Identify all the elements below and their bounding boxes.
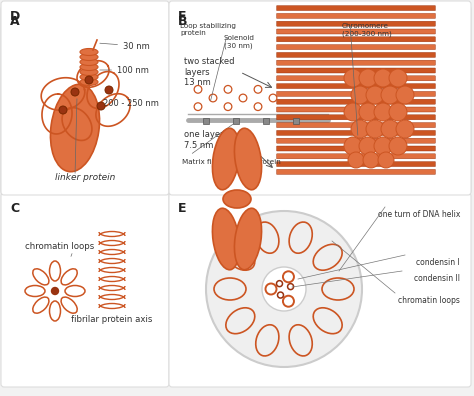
Text: one turn of DNA helix: one turn of DNA helix bbox=[378, 210, 460, 219]
Ellipse shape bbox=[235, 208, 262, 270]
Circle shape bbox=[389, 69, 407, 87]
FancyBboxPatch shape bbox=[277, 107, 436, 112]
Circle shape bbox=[348, 152, 364, 168]
Circle shape bbox=[344, 69, 362, 87]
Bar bbox=[203, 118, 209, 124]
Circle shape bbox=[381, 86, 399, 104]
Ellipse shape bbox=[212, 208, 239, 270]
Circle shape bbox=[262, 267, 306, 311]
Text: two stacked
layers
13 nm: two stacked layers 13 nm bbox=[184, 57, 235, 87]
FancyBboxPatch shape bbox=[169, 1, 471, 195]
Text: condensin II: condensin II bbox=[414, 274, 460, 283]
FancyBboxPatch shape bbox=[277, 162, 436, 167]
Ellipse shape bbox=[223, 190, 251, 208]
Circle shape bbox=[378, 152, 394, 168]
FancyBboxPatch shape bbox=[277, 130, 436, 135]
Text: one layer
7.5 nm: one layer 7.5 nm bbox=[184, 130, 224, 150]
Ellipse shape bbox=[80, 69, 98, 76]
FancyBboxPatch shape bbox=[277, 138, 436, 143]
Circle shape bbox=[344, 137, 362, 155]
FancyBboxPatch shape bbox=[169, 6, 471, 194]
Bar bbox=[293, 118, 299, 124]
Circle shape bbox=[363, 152, 379, 168]
FancyBboxPatch shape bbox=[277, 13, 436, 18]
Circle shape bbox=[85, 76, 93, 84]
FancyBboxPatch shape bbox=[169, 193, 471, 387]
Text: 30 nm: 30 nm bbox=[100, 42, 150, 51]
Circle shape bbox=[351, 120, 369, 138]
Circle shape bbox=[374, 103, 392, 121]
Bar bbox=[263, 118, 269, 124]
Ellipse shape bbox=[235, 128, 262, 190]
Ellipse shape bbox=[80, 78, 98, 86]
FancyBboxPatch shape bbox=[277, 169, 436, 174]
FancyBboxPatch shape bbox=[1, 1, 169, 195]
Circle shape bbox=[389, 103, 407, 121]
Text: D: D bbox=[10, 10, 20, 23]
FancyBboxPatch shape bbox=[277, 76, 436, 81]
Text: 100 nm: 100 nm bbox=[100, 65, 149, 74]
FancyBboxPatch shape bbox=[1, 193, 169, 387]
Circle shape bbox=[351, 86, 369, 104]
Circle shape bbox=[396, 120, 414, 138]
Text: Solenoid
(30 nm): Solenoid (30 nm) bbox=[224, 35, 255, 48]
FancyBboxPatch shape bbox=[277, 68, 436, 73]
Text: C: C bbox=[10, 202, 19, 215]
Bar bbox=[233, 118, 239, 124]
FancyBboxPatch shape bbox=[277, 123, 436, 128]
Circle shape bbox=[71, 88, 79, 96]
Circle shape bbox=[389, 137, 407, 155]
Circle shape bbox=[374, 137, 392, 155]
Circle shape bbox=[344, 103, 362, 121]
Circle shape bbox=[374, 69, 392, 87]
Circle shape bbox=[97, 102, 105, 110]
Ellipse shape bbox=[80, 74, 98, 80]
Text: 200 - 250 nm: 200 - 250 nm bbox=[99, 99, 159, 108]
FancyBboxPatch shape bbox=[277, 29, 436, 34]
Text: chromatin loops: chromatin loops bbox=[398, 296, 460, 305]
Circle shape bbox=[359, 103, 377, 121]
Text: Chromomere
(200-300 nm): Chromomere (200-300 nm) bbox=[342, 23, 392, 36]
FancyBboxPatch shape bbox=[277, 91, 436, 96]
Circle shape bbox=[381, 120, 399, 138]
Text: E: E bbox=[178, 202, 186, 215]
Circle shape bbox=[366, 120, 384, 138]
FancyBboxPatch shape bbox=[277, 84, 436, 89]
Ellipse shape bbox=[80, 63, 98, 70]
Text: Loop stabilizing
protein: Loop stabilizing protein bbox=[180, 23, 236, 36]
Circle shape bbox=[52, 287, 58, 295]
FancyBboxPatch shape bbox=[277, 99, 436, 104]
Circle shape bbox=[105, 86, 113, 94]
Text: condensin I: condensin I bbox=[416, 258, 460, 267]
Ellipse shape bbox=[212, 128, 239, 190]
Text: B: B bbox=[178, 15, 188, 28]
Circle shape bbox=[206, 211, 362, 367]
Circle shape bbox=[396, 86, 414, 104]
FancyBboxPatch shape bbox=[277, 115, 436, 120]
Ellipse shape bbox=[80, 48, 98, 55]
Text: fibrilar protein axis: fibrilar protein axis bbox=[71, 315, 153, 324]
Circle shape bbox=[366, 86, 384, 104]
Text: linker protein: linker protein bbox=[55, 173, 115, 182]
FancyBboxPatch shape bbox=[277, 154, 436, 159]
FancyBboxPatch shape bbox=[277, 37, 436, 42]
Circle shape bbox=[359, 137, 377, 155]
FancyBboxPatch shape bbox=[277, 146, 436, 151]
FancyBboxPatch shape bbox=[277, 45, 436, 50]
Text: A: A bbox=[10, 15, 19, 28]
Text: F: F bbox=[178, 10, 186, 23]
Circle shape bbox=[359, 69, 377, 87]
FancyBboxPatch shape bbox=[277, 60, 436, 65]
Text: chromatin loops: chromatin loops bbox=[26, 242, 95, 251]
FancyBboxPatch shape bbox=[1, 6, 169, 194]
Text: Matrix fiber binding protein: Matrix fiber binding protein bbox=[182, 159, 281, 165]
FancyBboxPatch shape bbox=[277, 52, 436, 57]
Ellipse shape bbox=[80, 53, 98, 61]
FancyBboxPatch shape bbox=[277, 21, 436, 26]
Circle shape bbox=[59, 106, 67, 114]
FancyBboxPatch shape bbox=[277, 6, 436, 11]
Ellipse shape bbox=[50, 84, 100, 172]
Ellipse shape bbox=[80, 59, 98, 65]
